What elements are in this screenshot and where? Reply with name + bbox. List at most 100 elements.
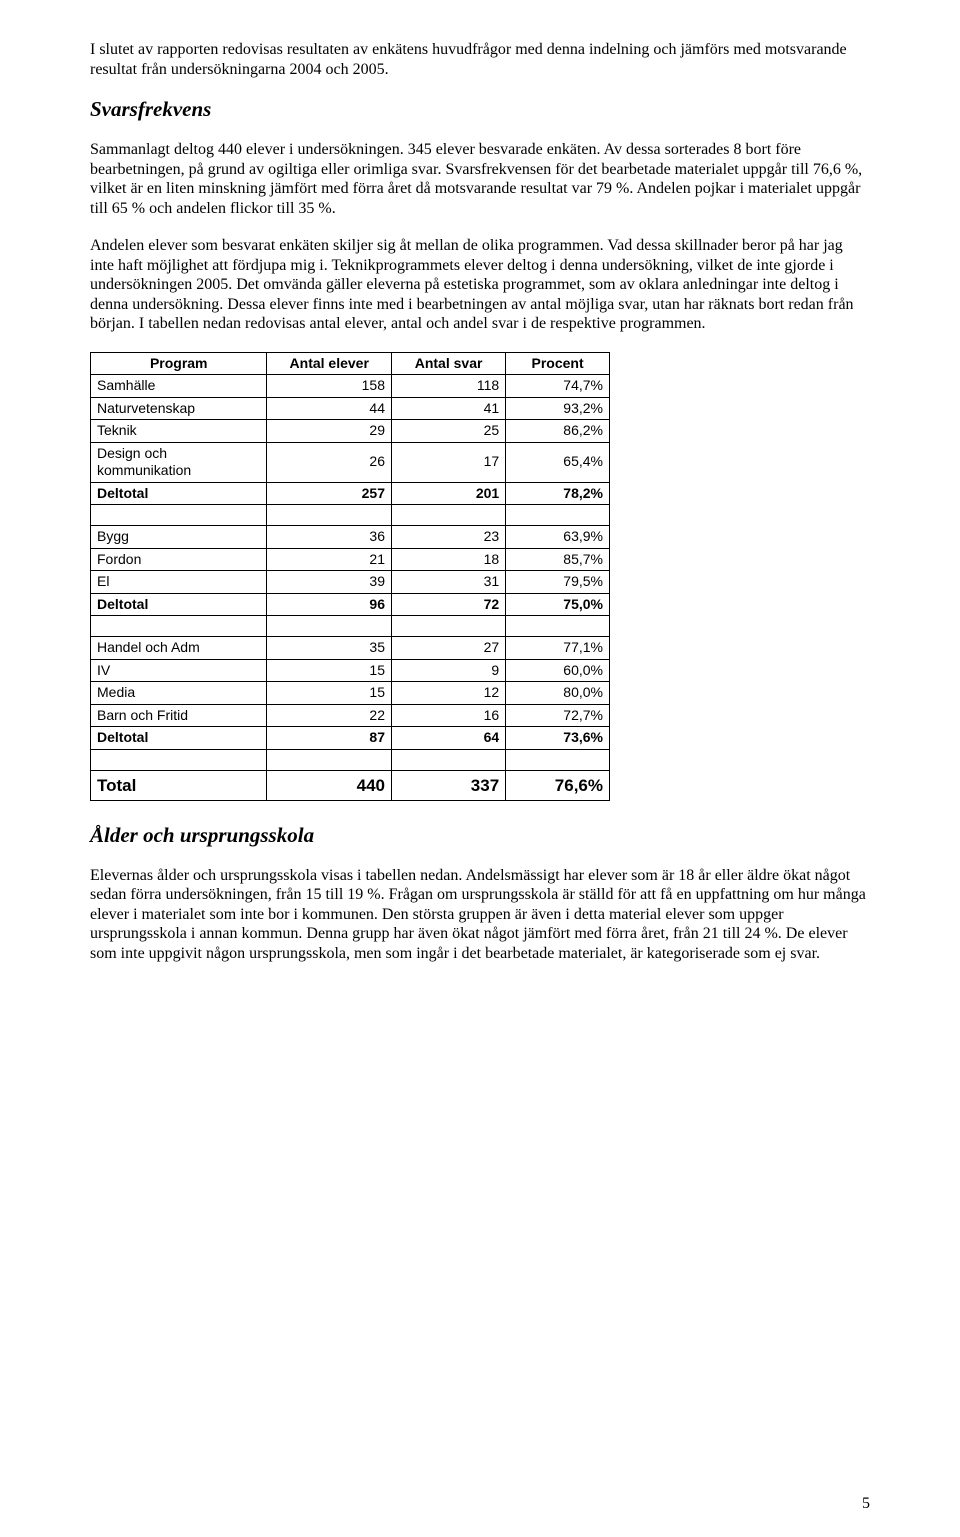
table-header-procent: Procent — [506, 352, 610, 375]
table-cell: 29 — [267, 420, 392, 443]
table-row — [91, 616, 610, 637]
table-cell: 22 — [267, 704, 392, 727]
table-row: Handel och Adm352777,1% — [91, 637, 610, 660]
body-paragraph-4: Elevernas ålder och ursprungsskola visas… — [90, 866, 870, 964]
heading-svarsfrekvens: Svarsfrekvens — [90, 97, 870, 122]
table-cell — [506, 616, 610, 637]
table-cell: Barn och Fritid — [91, 704, 267, 727]
table-cell — [267, 616, 392, 637]
table-cell — [91, 749, 267, 770]
table-cell: 35 — [267, 637, 392, 660]
table-cell: 44 — [267, 397, 392, 420]
table-cell — [91, 505, 267, 526]
table-cell: 74,7% — [506, 375, 610, 398]
table-row — [91, 749, 610, 770]
table-cell: 93,2% — [506, 397, 610, 420]
table-cell: 23 — [392, 526, 506, 549]
table-cell: El — [91, 571, 267, 594]
table-row: Samhälle15811874,7% — [91, 375, 610, 398]
table-cell: 75,0% — [506, 593, 610, 616]
table-row: Bygg362363,9% — [91, 526, 610, 549]
table-cell: 15 — [267, 682, 392, 705]
table-cell — [506, 749, 610, 770]
table-cell — [267, 749, 392, 770]
table-cell — [392, 616, 506, 637]
table-cell: 63,9% — [506, 526, 610, 549]
table-cell: 85,7% — [506, 548, 610, 571]
table-cell: Design och kommunikation — [91, 442, 267, 482]
table-cell: 201 — [392, 482, 506, 505]
table-cell: 96 — [267, 593, 392, 616]
table-cell: 337 — [392, 770, 506, 800]
body-paragraph-3: Andelen elever som besvarat enkäten skil… — [90, 236, 870, 334]
table-row: Design och kommunikation261765,4% — [91, 442, 610, 482]
table-cell: 18 — [392, 548, 506, 571]
table-row: Deltotal967275,0% — [91, 593, 610, 616]
table-cell: 72,7% — [506, 704, 610, 727]
table-cell: 440 — [267, 770, 392, 800]
table-header-row: Program Antal elever Antal svar Procent — [91, 352, 610, 375]
table-cell: 80,0% — [506, 682, 610, 705]
table-cell: Samhälle — [91, 375, 267, 398]
table-cell: 65,4% — [506, 442, 610, 482]
table-row: Deltotal25720178,2% — [91, 482, 610, 505]
intro-paragraph: I slutet av rapporten redovisas resultat… — [90, 40, 870, 79]
page-number: 5 — [862, 1495, 870, 1513]
table-cell: 87 — [267, 727, 392, 750]
table-cell: 12 — [392, 682, 506, 705]
table-cell: 27 — [392, 637, 506, 660]
table-row: Media151280,0% — [91, 682, 610, 705]
table-row: Barn och Fritid221672,7% — [91, 704, 610, 727]
table-cell: 73,6% — [506, 727, 610, 750]
table-cell: 39 — [267, 571, 392, 594]
table-cell — [392, 749, 506, 770]
table-cell: Media — [91, 682, 267, 705]
body-paragraph-2: Sammanlagt deltog 440 elever i undersökn… — [90, 140, 870, 218]
table-cell: 78,2% — [506, 482, 610, 505]
table-cell: 118 — [392, 375, 506, 398]
table-cell: 77,1% — [506, 637, 610, 660]
table-cell: Teknik — [91, 420, 267, 443]
table-cell: Fordon — [91, 548, 267, 571]
table-cell: 158 — [267, 375, 392, 398]
table-cell: 31 — [392, 571, 506, 594]
table-cell: Deltotal — [91, 727, 267, 750]
table-header-program: Program — [91, 352, 267, 375]
table-cell: 17 — [392, 442, 506, 482]
table-cell: 16 — [392, 704, 506, 727]
table-cell: Naturvetenskap — [91, 397, 267, 420]
table-cell: 15 — [267, 659, 392, 682]
table-cell: 60,0% — [506, 659, 610, 682]
table-cell: 72 — [392, 593, 506, 616]
table-row — [91, 505, 610, 526]
table-cell: 36 — [267, 526, 392, 549]
table-cell: 86,2% — [506, 420, 610, 443]
table-row: Naturvetenskap444193,2% — [91, 397, 610, 420]
table-cell: 25 — [392, 420, 506, 443]
table-cell — [91, 616, 267, 637]
table-cell: 9 — [392, 659, 506, 682]
table-cell: 21 — [267, 548, 392, 571]
table-header-antal-elever: Antal elever — [267, 352, 392, 375]
heading-alder: Ålder och ursprungsskola — [90, 823, 870, 848]
table-cell — [506, 505, 610, 526]
table-cell: 76,6% — [506, 770, 610, 800]
table-cell: 64 — [392, 727, 506, 750]
table-cell — [392, 505, 506, 526]
table-row: El393179,5% — [91, 571, 610, 594]
table-cell: 26 — [267, 442, 392, 482]
table-cell: 79,5% — [506, 571, 610, 594]
table-cell: IV — [91, 659, 267, 682]
table-cell — [267, 505, 392, 526]
table-cell: 257 — [267, 482, 392, 505]
program-table: Program Antal elever Antal svar Procent … — [90, 352, 610, 801]
table-cell: Deltotal — [91, 593, 267, 616]
table-row: Fordon211885,7% — [91, 548, 610, 571]
table-cell: Bygg — [91, 526, 267, 549]
table-row: IV15960,0% — [91, 659, 610, 682]
table-header-antal-svar: Antal svar — [392, 352, 506, 375]
table-row: Deltotal876473,6% — [91, 727, 610, 750]
table-row: Total44033776,6% — [91, 770, 610, 800]
table-cell: Total — [91, 770, 267, 800]
table-cell: 41 — [392, 397, 506, 420]
